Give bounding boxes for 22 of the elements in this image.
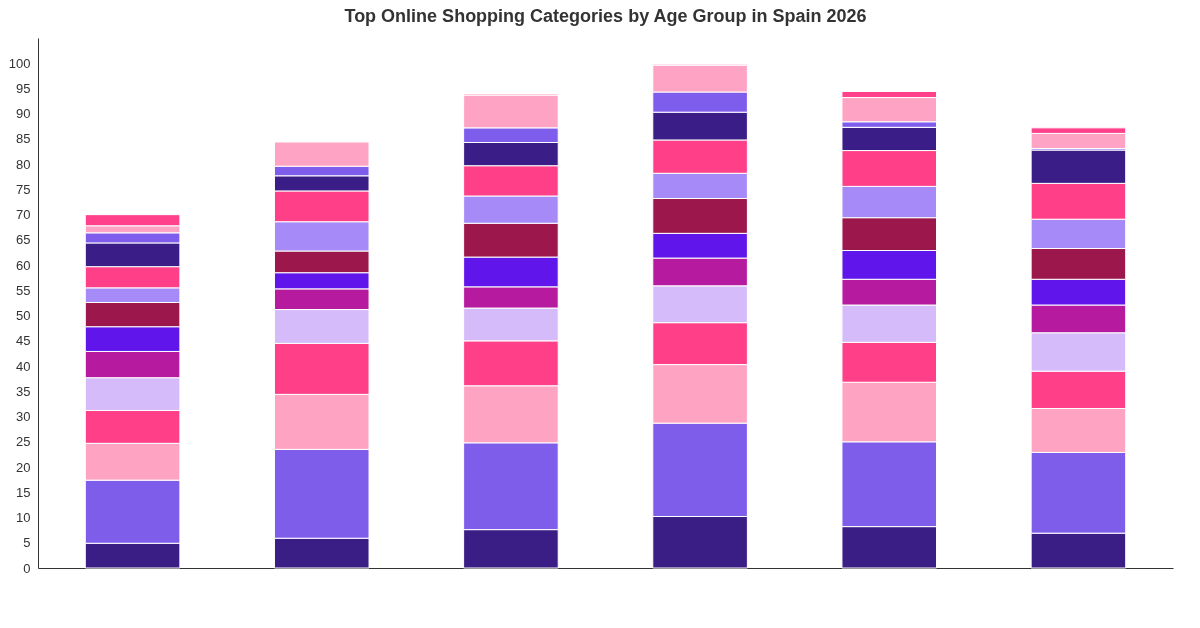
y-tick-label: 95 [16, 80, 31, 96]
y-tick-label: 90 [16, 106, 31, 122]
y-tick-label: 40 [16, 358, 31, 374]
y-tick-label: 60 [16, 257, 31, 273]
y-tick-label: 80 [16, 156, 31, 172]
y-tick-label: 55 [16, 282, 31, 298]
y-tick-label: 85 [16, 131, 31, 147]
y-tick-label: 45 [16, 333, 31, 349]
y-tick-label: 50 [16, 308, 31, 324]
y-tick-label: 35 [16, 383, 31, 399]
y-tick-label: 75 [16, 181, 31, 197]
chart-title: Top Online Shopping Categories by Age Group in Spain 2026 [344, 6, 867, 26]
y-tick-label: 30 [16, 409, 31, 425]
y-tick-label: 20 [16, 459, 31, 475]
y-tick-label: 25 [16, 434, 31, 450]
y-tick-label: 0 [23, 560, 31, 576]
y-tick-label: 100 [8, 55, 31, 71]
y-tick-label: 15 [16, 484, 31, 500]
y-tick-label: 5 [23, 535, 31, 551]
y-tick-label: 70 [16, 207, 31, 223]
y-tick-label: 65 [16, 232, 31, 248]
y-tick-label: 10 [16, 510, 31, 526]
